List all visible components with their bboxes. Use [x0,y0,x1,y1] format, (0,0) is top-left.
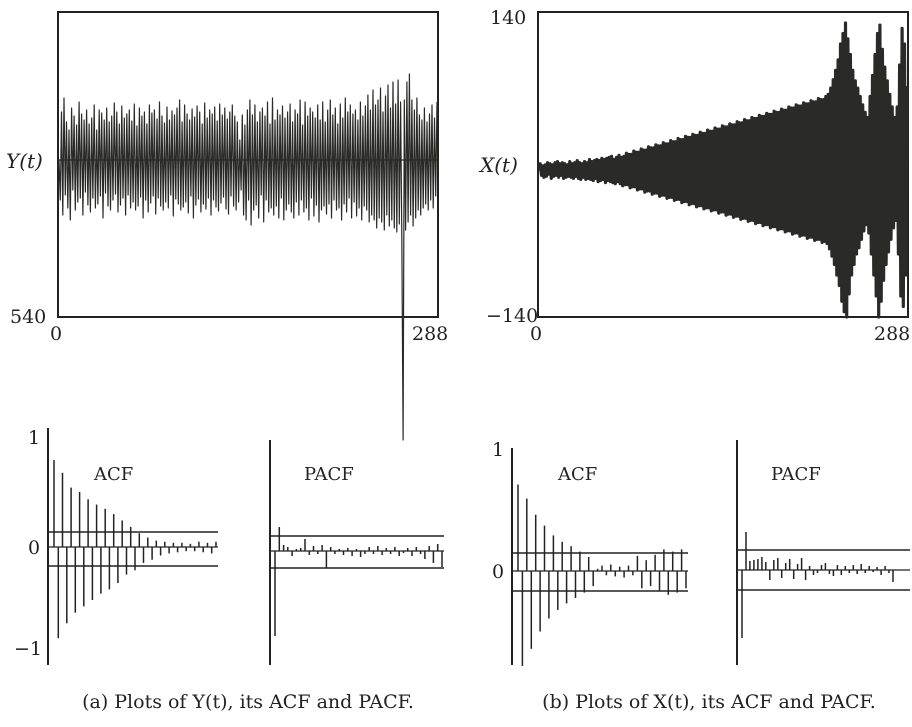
x-series-tick-end: 288 [874,323,910,345]
y-axis-label: Y(t) [6,149,43,173]
acf-a-tick-one: 1 [28,427,40,449]
x-series-tick-min: −140 [486,305,538,327]
acf-a-tick-minus-one: −1 [14,638,42,660]
caption-a: (a) Plots of Y(t), its ACF and PACF. [82,691,414,713]
pacf-b-label: PACF [771,464,821,485]
acf-a-spikes [53,460,217,639]
panel-a-frame [57,11,439,318]
panel-b-series: X(t) 140 −140 0 288 [478,7,910,345]
y-series-line [58,73,438,441]
x-series-tick-start: 0 [530,323,542,345]
acf-b-spikes [517,484,687,666]
pacf-b-spikes [741,532,894,638]
panel-a-series: Y(t) 540 0 288 [6,11,448,441]
x-series-tick-max: 140 [490,7,526,29]
panel-a-acf: ACF 1 0 −1 [14,427,218,665]
caption-b: (b) Plots of X(t), its ACF and PACF. [542,691,876,713]
x-axis-tick-end: 288 [412,323,448,345]
acf-b-tick-one: 1 [492,439,504,461]
panel-a-pacf: PACF [269,440,444,665]
x-axis-label: X(t) [478,153,518,177]
pacf-a-spikes [274,527,443,636]
x-series-line [537,21,909,319]
panel-b-acf: ACF 1 0 [492,439,688,666]
panel-b-pacf: PACF [736,440,910,665]
acf-b-label: ACF [557,464,597,485]
pacf-a-label: PACF [304,464,354,485]
y-axis-tick-min: 540 [10,306,46,328]
acf-a-tick-zero: 0 [28,537,40,559]
acf-b-tick-zero: 0 [492,561,504,583]
acf-a-label: ACF [93,464,133,485]
x-axis-tick-start: 0 [50,323,62,345]
